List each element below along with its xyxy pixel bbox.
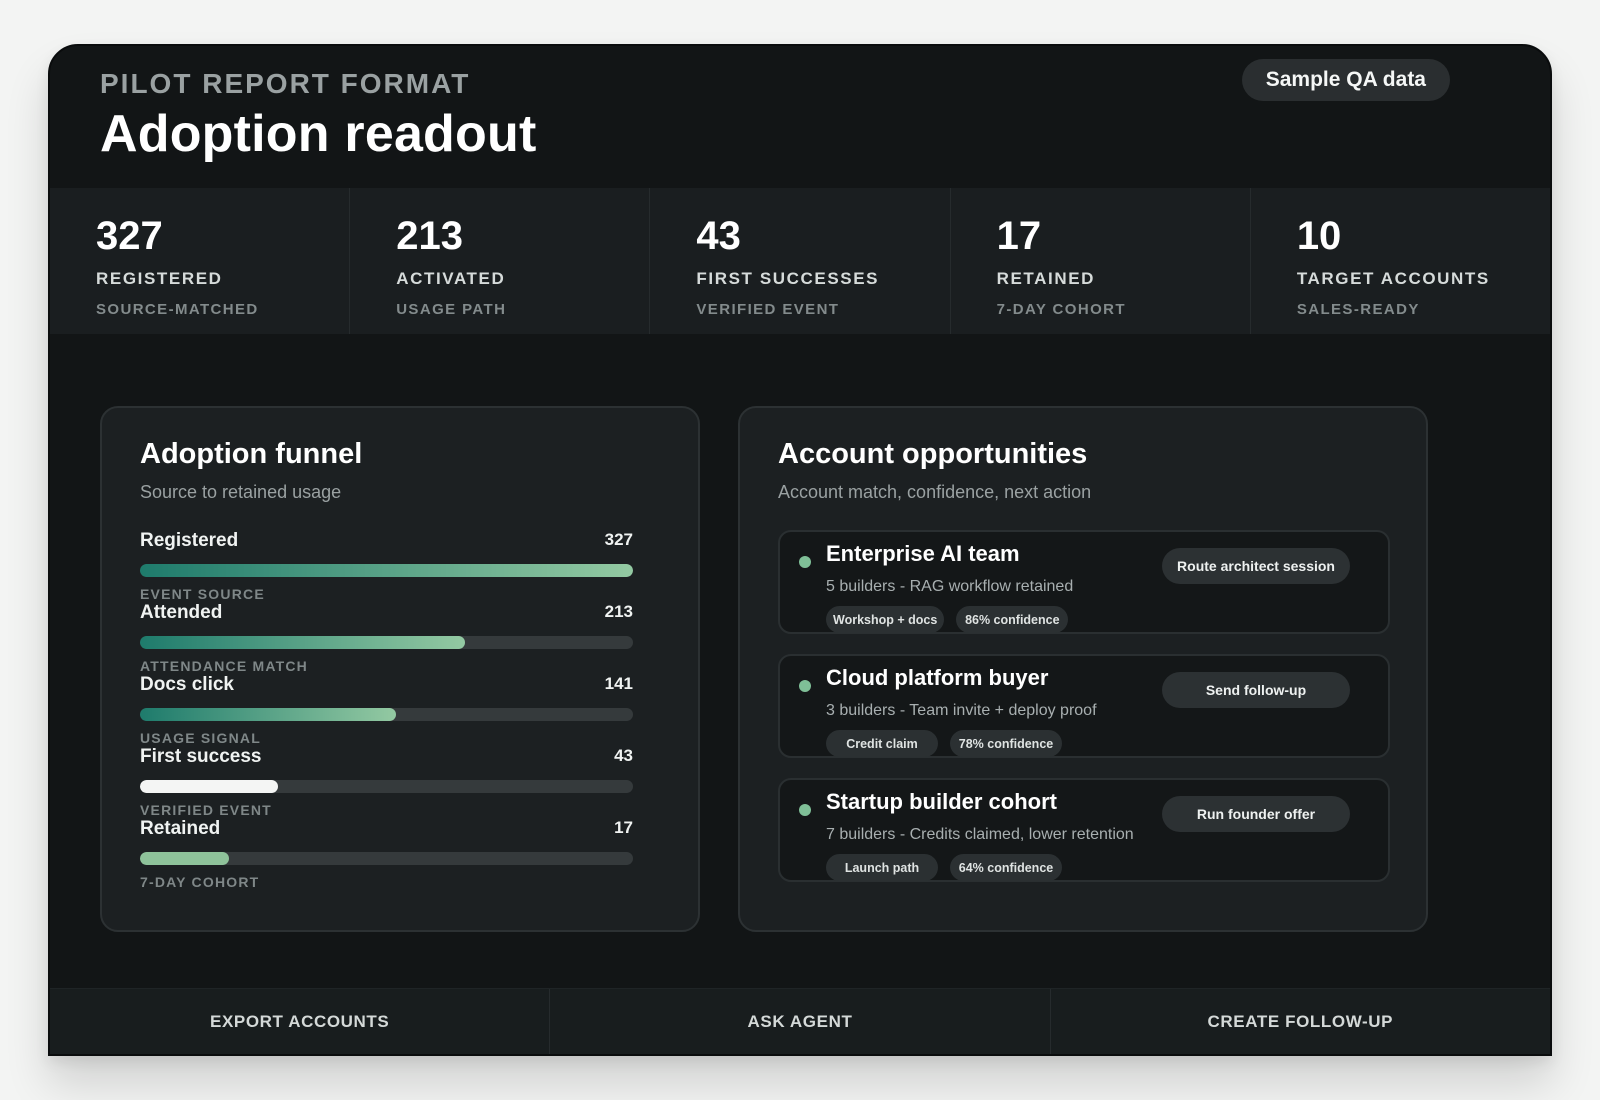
stat-sublabel: SOURCE-MATCHED [96,301,259,318]
stat-first-successes: 43 FIRST SUCCESSES VERIFIED EVENT [650,188,951,334]
account-tag: Workshop + docs [826,606,945,633]
export-accounts-button[interactable]: EXPORT ACCOUNTS [50,989,551,1054]
stat-value: 43 [696,214,741,258]
account-list: Enterprise AI team 5 builders - RAG work… [778,530,1390,902]
report-window: PILOT REPORT FORMAT Adoption readout Sam… [48,44,1552,1056]
account-item: Startup builder cohort 7 builders - Cred… [778,778,1390,882]
page-header: PILOT REPORT FORMAT Adoption readout [100,68,536,164]
account-name: Cloud platform buyer [826,665,1049,690]
funnel-count: 17 [614,818,633,837]
stat-registered: 327 REGISTERED SOURCE-MATCHED [50,188,351,334]
funnel-fill [140,708,397,721]
funnel-note: USAGE SIGNAL [140,730,261,746]
funnel-count: 43 [614,746,633,765]
stat-target-accounts: 10 TARGET ACCOUNTS SALES-READY [1251,188,1550,334]
funnel-row-docs-click: Docs click 141 USAGE SIGNAL [140,674,633,746]
run-founder-offer-button[interactable]: Run founder offer [1162,796,1350,832]
funnel-list: Registered 327 EVENT SOURCE Attended 213… [140,530,633,890]
stat-value: 327 [96,214,163,258]
funnel-note: ATTENDANCE MATCH [140,658,308,674]
stat-label: TARGET ACCOUNTS [1296,269,1490,288]
stat-sublabel: USAGE PATH [396,301,507,318]
funnel-note: VERIFIED EVENT [140,802,272,818]
create-follow-up-button[interactable]: CREATE FOLLOW-UP [1207,1011,1394,1031]
funnel-note: 7-DAY COHORT [140,874,260,890]
funnel-fill [140,780,279,793]
ask-agent-button[interactable]: ASK AGENT [550,989,1051,1054]
stats-strip: 327 REGISTERED SOURCE-MATCHED 213 ACTIVA… [50,188,1550,334]
funnel-track [140,780,633,793]
funnel-row-first-success: First success 43 VERIFIED EVENT [140,746,633,818]
funnel-count: 327 [604,530,633,549]
funnel-track [140,564,633,577]
funnel-row-registered: Registered 327 EVENT SOURCE [140,530,633,602]
accounts-subtitle: Account match, confidence, next action [778,482,1092,502]
stat-sublabel: SALES-READY [1296,301,1420,318]
funnel-track [140,852,633,865]
stat-label: ACTIVATED [396,269,506,288]
route-architect-session-button[interactable]: Route architect session [1162,548,1350,584]
funnel-track [140,708,633,721]
funnel-fill [140,852,229,865]
confidence-tag: 64% confidence [950,854,1062,881]
adoption-funnel-card: Adoption funnel Source to retained usage… [100,406,700,932]
funnel-subtitle: Source to retained usage [140,482,342,502]
stat-value: 213 [396,214,463,258]
funnel-label: First success [140,746,262,767]
account-name: Startup builder cohort [826,789,1057,814]
stat-activated: 213 ACTIVATED USAGE PATH [350,188,651,334]
report-eyebrow: PILOT REPORT FORMAT [100,68,471,99]
account-item: Cloud platform buyer 3 builders - Team i… [778,654,1390,758]
stat-label: RETAINED [996,269,1096,288]
funnel-label: Docs click [140,674,234,695]
funnel-row-retained: Retained 17 7-DAY COHORT [140,818,633,890]
funnel-count: 213 [604,602,633,621]
account-name: Enterprise AI team [826,541,1020,566]
account-tag: Launch path [826,854,938,881]
stat-label: REGISTERED [96,269,223,288]
stat-value: 10 [1296,214,1342,258]
confidence-tag: 86% confidence [956,606,1069,633]
status-dot-icon [799,804,811,816]
confidence-tag: 78% confidence [950,730,1062,757]
stat-sublabel: VERIFIED EVENT [696,301,840,318]
status-dot-icon [799,556,811,568]
account-description: 7 builders - Credits claimed, lower rete… [826,826,1134,843]
funnel-label: Retained [140,818,221,839]
sample-data-badge: Sample QA data [1241,59,1450,101]
page-title: Adoption readout [100,105,537,163]
account-item: Enterprise AI team 5 builders - RAG work… [778,530,1390,634]
funnel-count: 141 [604,674,633,693]
funnel-row-attended: Attended 213 ATTENDANCE MATCH [140,602,633,674]
stat-retained: 17 RETAINED 7-DAY COHORT [951,188,1251,334]
accounts-title: Account opportunities [778,438,1088,470]
funnel-fill [140,636,466,649]
account-description: 3 builders - Team invite + deploy proof [826,702,1097,719]
stat-value: 17 [996,214,1042,258]
stat-sublabel: 7-DAY COHORT [996,301,1126,318]
account-tag: Credit claim [826,730,938,757]
account-description: 5 builders - RAG workflow retained [826,578,1074,595]
send-follow-up-button[interactable]: Send follow-up [1162,672,1350,708]
funnel-title: Adoption funnel [140,438,363,470]
status-dot-icon [799,680,811,692]
stat-label: FIRST SUCCESSES [696,269,880,288]
funnel-label: Registered [140,530,239,551]
footer-action-bar: EXPORT ACCOUNTS ASK AGENT CREATE FOLLOW-… [50,988,1550,1054]
funnel-fill [140,564,633,577]
funnel-track [140,636,633,649]
funnel-label: Attended [140,602,223,623]
account-opportunities-card: Account opportunities Account match, con… [738,406,1428,932]
funnel-note: EVENT SOURCE [140,586,265,602]
